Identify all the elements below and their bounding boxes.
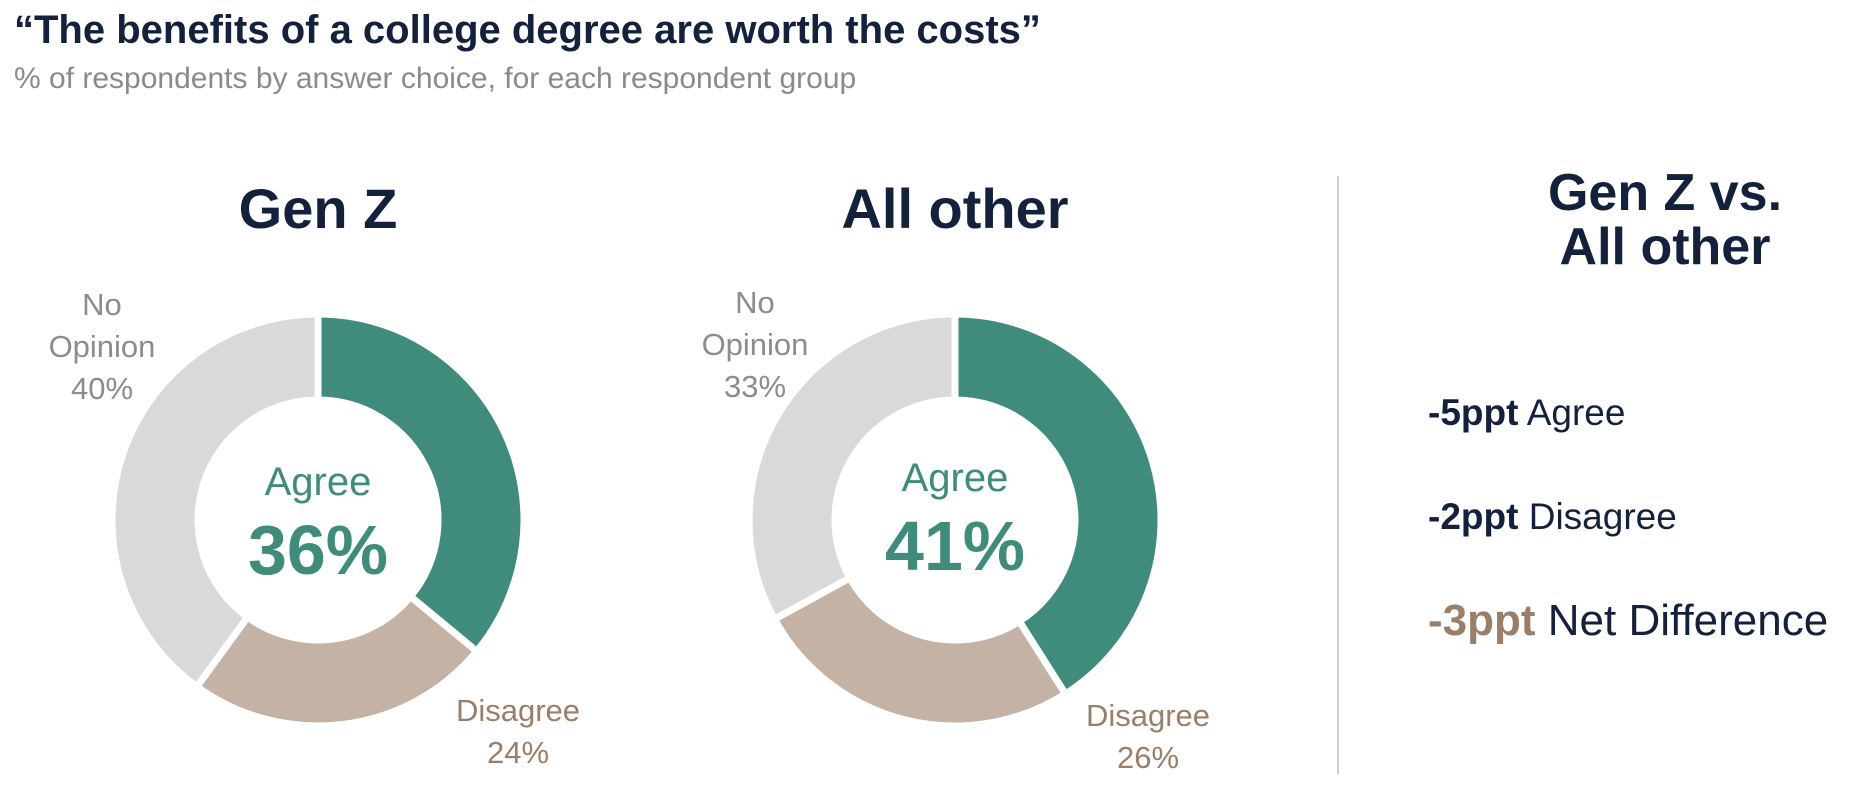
gen-z-no-opinion-pct: 40%: [70, 371, 134, 406]
agree-difference-row: -5ppt Agree: [1428, 392, 1625, 434]
all-other-disagree-label: Disagree 26%: [1048, 695, 1248, 779]
gen-z-donut-chart: [108, 310, 528, 730]
all-other-center-value: 41%: [884, 507, 1026, 585]
donut-slice-disagree: [769, 573, 1071, 730]
donut-slice-disagree: [192, 591, 482, 730]
gen-z-center-label: Agree: [264, 460, 372, 504]
all-other-no-opinion-label: No Opinion 33%: [655, 282, 855, 408]
donut-slice-no-opinion: [745, 310, 959, 624]
net-difference-value: -3ppt: [1428, 596, 1536, 645]
all-other-no-opinion-line2: Opinion: [701, 327, 809, 362]
net-difference-label: Net Difference: [1547, 596, 1829, 645]
all-other-center-label: Agree: [901, 456, 1009, 500]
gen-z-no-opinion-line1: No: [82, 287, 122, 322]
gen-z-no-opinion-line2: Opinion: [48, 329, 156, 364]
comparison-title-line1: Gen Z vs.: [1547, 164, 1783, 222]
donut-slice-agree: [314, 310, 528, 657]
gen-z-no-opinion-label: No Opinion 40%: [2, 284, 202, 410]
disagree-difference-value: -2ppt: [1428, 496, 1519, 537]
gen-z-disagree-text: Disagree: [455, 693, 581, 728]
all-other-disagree-pct: 26%: [1116, 740, 1180, 775]
all-other-no-opinion-line1: No: [735, 285, 775, 320]
chart-subtitle: % of respondents by answer choice, for e…: [14, 62, 857, 95]
comparison-title: Gen Z vs. All other: [1495, 166, 1835, 274]
disagree-difference-row: -2ppt Disagree: [1428, 496, 1677, 538]
all-other-donut-chart: [745, 310, 1165, 730]
all-other-no-opinion-pct: 33%: [723, 369, 787, 404]
chart-title: “The benefits of a college degree are wo…: [14, 8, 1041, 52]
disagree-difference-label: Disagree: [1528, 496, 1677, 537]
vertical-divider: [1337, 176, 1339, 774]
gen-z-disagree-label: Disagree 24%: [418, 690, 618, 774]
net-difference-row: -3ppt Net Difference: [1428, 596, 1828, 646]
agree-difference-value: -5ppt: [1428, 392, 1519, 433]
gen-z-title: Gen Z: [238, 177, 398, 240]
agree-difference-label: Agree: [1526, 392, 1626, 433]
gen-z-disagree-pct: 24%: [486, 735, 550, 770]
donut-slice-agree: [951, 310, 1165, 699]
all-other-disagree-text: Disagree: [1085, 698, 1211, 733]
comparison-title-line2: All other: [1559, 218, 1771, 276]
gen-z-center-value: 36%: [247, 511, 389, 589]
donut-slice-no-opinion: [108, 310, 322, 692]
all-other-title: All other: [841, 177, 1069, 240]
